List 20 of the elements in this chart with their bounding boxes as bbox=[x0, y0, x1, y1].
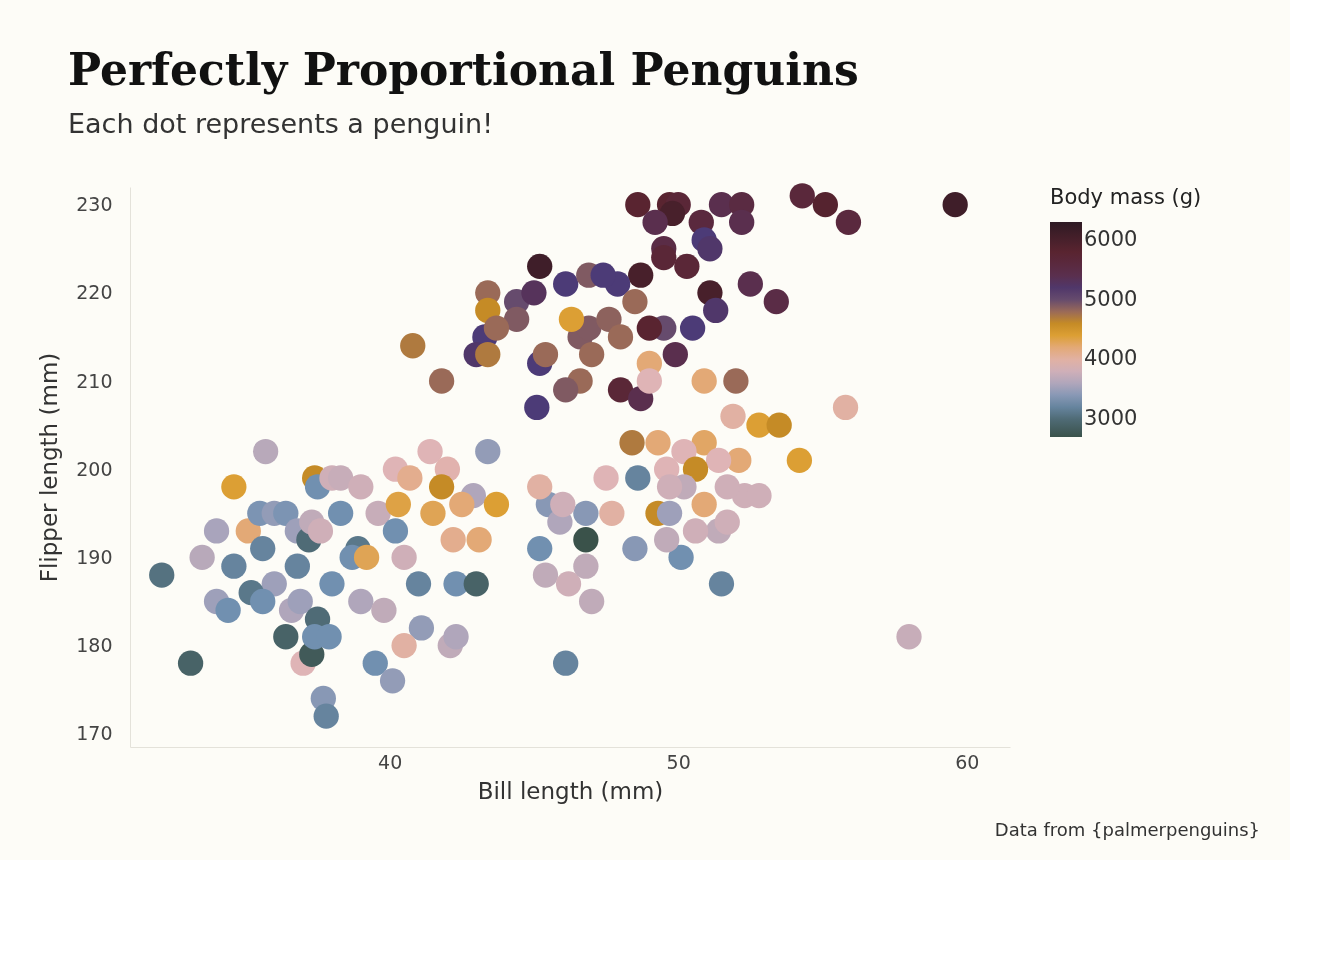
color-bar-label: 6000 bbox=[1084, 226, 1138, 251]
color-bar-label: 3000 bbox=[1084, 406, 1138, 431]
chart-title: Perfectly Proportional Penguins bbox=[68, 44, 859, 96]
y-tick-label: 230 bbox=[76, 193, 113, 216]
y-tick-label: 190 bbox=[76, 545, 113, 568]
color-bar-label: 4000 bbox=[1084, 346, 1138, 371]
y-tick-label: 200 bbox=[76, 457, 113, 480]
text: Data from {palmerpenguins} bbox=[994, 819, 1260, 840]
y-tick-label: 180 bbox=[76, 634, 113, 657]
x-tick-label: 50 bbox=[666, 750, 691, 773]
legend-title: Body mass (g) bbox=[1050, 185, 1202, 209]
x-tick-label: 60 bbox=[955, 750, 980, 773]
x-tick-label: 40 bbox=[378, 750, 403, 773]
y-tick-label: 210 bbox=[76, 369, 113, 392]
y-axis-title: Flipper length (mm) bbox=[36, 352, 63, 583]
x-axis-title: Bill length (mm) bbox=[477, 777, 664, 804]
y-tick-label: 220 bbox=[76, 281, 113, 304]
chart-subtitle: Each dot represents a penguin! bbox=[68, 108, 494, 140]
y-tick-label: 170 bbox=[76, 722, 113, 745]
color-bar-label: 5000 bbox=[1084, 286, 1138, 311]
